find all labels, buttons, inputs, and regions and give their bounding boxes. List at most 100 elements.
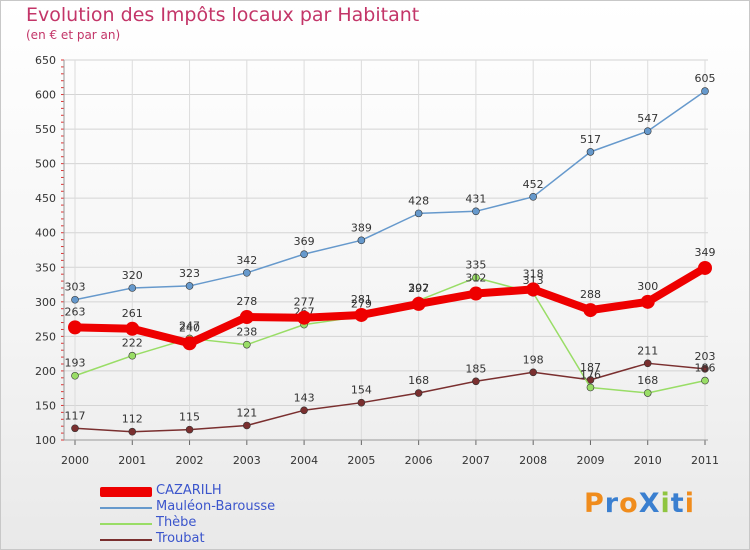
logo-letter: P	[584, 488, 605, 519]
legend-item-mauleon-barousse: Mauléon-Barousse	[100, 499, 360, 516]
logo-letter: X	[638, 488, 661, 519]
data-label-cazarilh-2001: 261	[122, 307, 143, 320]
point-mauleon-barousse-2000	[71, 295, 79, 304]
data-label-cazarilh-2002: 240	[179, 321, 200, 334]
legend: CAZARILH Mauléon-Barousse Thèbe Troubat	[100, 483, 360, 548]
data-label-thebe-2007: 335	[465, 259, 486, 272]
data-label-mauleon-barousse-2011: 605	[695, 72, 716, 85]
y-tick-label-250: 250	[35, 330, 56, 343]
point-mauleon-barousse-2009	[586, 148, 595, 156]
point-troubat-2005	[357, 398, 366, 407]
legend-label-cazarilh: CAZARILH	[156, 483, 222, 498]
data-label-cazarilh-2007: 312	[465, 272, 486, 285]
logo-letter: i	[684, 488, 695, 519]
y-tick-label-100: 100	[35, 434, 56, 447]
point-mauleon-barousse-2007	[472, 207, 480, 216]
data-label-mauleon-barousse-2006: 428	[408, 194, 429, 207]
point-thebe-2010	[643, 389, 652, 397]
y-tick-label-400: 400	[35, 227, 56, 240]
data-label-cazarilh-2003: 278	[236, 295, 257, 308]
data-label-troubat-2002: 115	[179, 411, 200, 424]
data-label-troubat-2009: 187	[580, 361, 601, 374]
point-mauleon-barousse-2008	[529, 193, 537, 201]
x-tick-label-2004: 2004	[290, 454, 318, 467]
data-label-cazarilh-2006: 297	[408, 282, 429, 295]
y-tick-label-150: 150	[35, 399, 56, 412]
point-cazarilh-2008	[526, 282, 541, 297]
x-tick-label-2005: 2005	[347, 454, 375, 467]
data-label-mauleon-barousse-2000: 303	[65, 281, 86, 294]
series-line-troubat	[74, 362, 706, 433]
y-tick-label-450: 450	[35, 192, 56, 205]
logo-letter: i	[660, 488, 671, 519]
series-line-cazarilh	[74, 264, 708, 348]
data-label-troubat-2011: 203	[695, 350, 716, 363]
point-mauleon-barousse-2001	[128, 284, 137, 292]
data-label-thebe-2006: 302	[408, 281, 429, 294]
data-label-troubat-2001: 112	[122, 413, 143, 426]
x-tick-label-2001: 2001	[118, 454, 146, 467]
data-label-troubat-2010: 211	[637, 344, 658, 357]
x-tick-label-2006: 2006	[405, 454, 433, 467]
data-label-cazarilh-2004: 277	[294, 296, 315, 309]
point-cazarilh-2001	[125, 321, 140, 336]
x-tick-label-2007: 2007	[462, 454, 490, 467]
legend-swatch-thebe	[100, 523, 152, 525]
data-label-mauleon-barousse-2008: 452	[523, 178, 544, 191]
data-label-cazarilh-2005: 281	[351, 293, 372, 306]
point-troubat-2008	[529, 368, 537, 377]
legend-swatch-mauleon-barousse	[100, 507, 152, 509]
point-mauleon-barousse-2005	[357, 236, 366, 245]
data-label-troubat-2003: 121	[236, 406, 257, 419]
point-cazarilh-2006	[411, 296, 426, 311]
legend-item-cazarilh: CAZARILH	[100, 483, 360, 500]
legend-item-thebe: Thèbe	[100, 515, 360, 532]
data-label-mauleon-barousse-2002: 323	[179, 267, 200, 280]
point-mauleon-barousse-2006	[414, 209, 423, 218]
series-line-mauleon-barousse	[74, 90, 706, 301]
data-label-cazarilh-2000: 263	[65, 305, 86, 318]
point-thebe-2011	[701, 376, 709, 385]
data-label-cazarilh-2010: 300	[637, 280, 658, 293]
point-mauleon-barousse-2011	[701, 87, 709, 95]
data-label-troubat-2006: 168	[408, 374, 429, 387]
legend-swatch-cazarilh	[100, 487, 152, 497]
data-label-thebe-2001: 222	[122, 337, 143, 350]
legend-swatch-troubat	[100, 539, 152, 541]
point-troubat-2011	[701, 365, 709, 373]
x-tick-label-2009: 2009	[576, 454, 604, 467]
legend-label-troubat: Troubat	[156, 531, 205, 546]
data-label-thebe-2003: 238	[236, 326, 257, 339]
legend-label-mauleon-barousse: Mauléon-Barousse	[156, 499, 276, 514]
point-troubat-2009	[586, 376, 595, 384]
data-label-thebe-2011: 186	[695, 362, 716, 375]
data-label-mauleon-barousse-2010: 547	[637, 112, 658, 125]
data-label-thebe-2005: 279	[351, 297, 372, 310]
data-label-troubat-2007: 185	[465, 362, 486, 375]
point-troubat-2001	[128, 427, 137, 436]
point-thebe-2007	[472, 273, 480, 282]
x-tick-label-2000: 2000	[61, 454, 89, 467]
point-cazarilh-2011	[698, 260, 712, 275]
data-label-thebe-2008: 313	[523, 274, 544, 287]
point-cazarilh-2005	[354, 307, 369, 322]
logo-letter: o	[619, 488, 639, 519]
x-tick-label-2011: 2011	[691, 454, 719, 467]
data-label-mauleon-barousse-2001: 320	[122, 269, 143, 282]
point-cazarilh-2007	[468, 286, 483, 301]
y-tick-label-650: 650	[35, 54, 56, 67]
logo-letter: r	[604, 488, 620, 519]
point-troubat-2004	[300, 406, 308, 415]
point-mauleon-barousse-2002	[185, 282, 194, 290]
x-tick-label-2010: 2010	[634, 454, 662, 467]
point-cazarilh-2010	[640, 294, 655, 309]
x-tick-label-2002: 2002	[176, 454, 204, 467]
proxiti-logo: ProXiti	[584, 488, 695, 519]
point-cazarilh-2002	[182, 336, 197, 351]
point-mauleon-barousse-2004	[300, 250, 308, 258]
logo-letter: t	[670, 488, 685, 519]
data-label-troubat-2008: 198	[523, 353, 544, 366]
legend-label-thebe: Thèbe	[156, 515, 197, 530]
point-mauleon-barousse-2003	[243, 268, 251, 277]
